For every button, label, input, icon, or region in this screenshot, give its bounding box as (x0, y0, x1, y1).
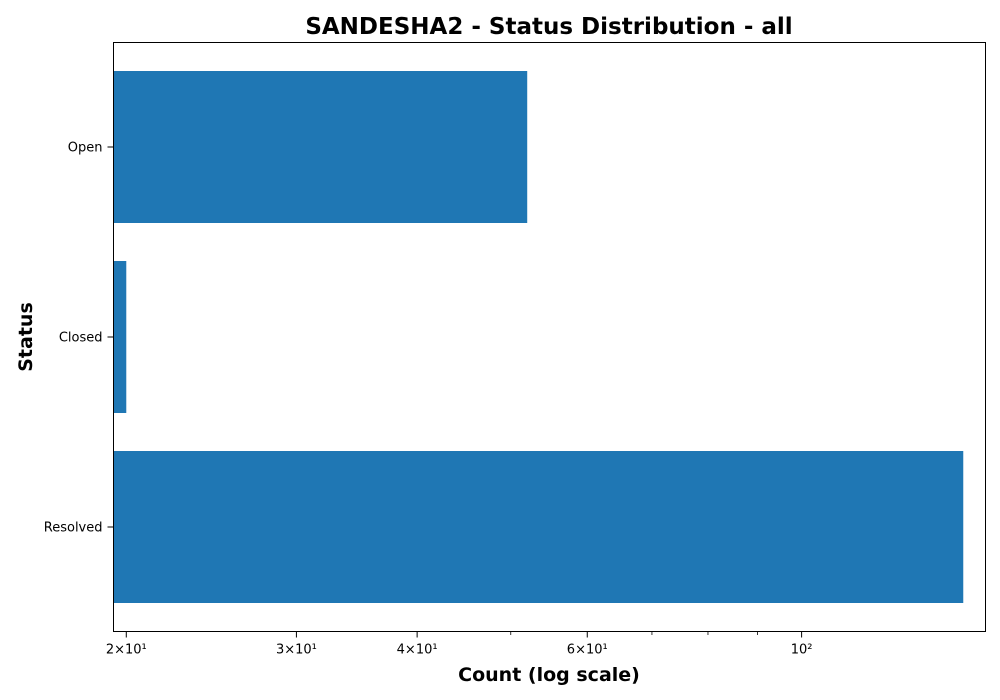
x-tick-label-60: 6×10¹ (567, 643, 608, 658)
x-tick-label-100: 10² (791, 643, 813, 658)
x-tick-label-30: 3×10¹ (276, 643, 317, 658)
x-tick-label-40: 4×10¹ (397, 643, 438, 658)
y-tick-label-open: Open (68, 141, 103, 156)
chart-title: SANDESHA2 - Status Distribution - all (305, 14, 792, 40)
x-tick-label-20: 2×10¹ (106, 643, 147, 658)
y-tick-label-resolved: Resolved (44, 521, 103, 536)
bar-open (114, 71, 528, 223)
bar-resolved (114, 451, 964, 603)
bars-layer (114, 71, 964, 603)
y-axis-label: Status (15, 302, 37, 372)
x-axis-label: Count (log scale) (458, 664, 640, 686)
bar-closed (114, 261, 127, 413)
y-tick-label-closed: Closed (59, 331, 103, 346)
